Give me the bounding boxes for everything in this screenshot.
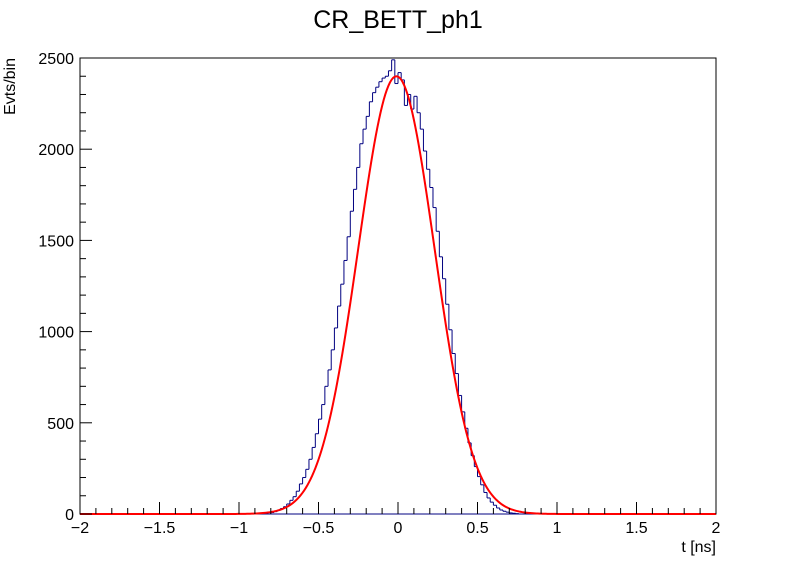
- x-tick-label: −0.5: [303, 520, 335, 537]
- gaussian-fit-curve: [80, 75, 716, 515]
- x-tick-label: 2: [712, 520, 721, 537]
- x-axis-label: t [ns]: [681, 539, 716, 556]
- y-tick-label: 2500: [38, 51, 74, 68]
- y-axis-label: Evts/bin: [2, 58, 19, 115]
- y-tick-label: 2000: [38, 142, 74, 159]
- y-tick-label: 1000: [38, 325, 74, 342]
- gaussian-fit-series: [80, 75, 716, 515]
- y-tick-label: 500: [47, 416, 74, 433]
- y-tick-label: 0: [65, 507, 74, 524]
- y-tick-label: 1500: [38, 233, 74, 250]
- x-tick-label: 1: [553, 520, 562, 537]
- x-tick-label: 1.5: [625, 520, 647, 537]
- x-tick-label: −2: [71, 520, 89, 537]
- chart-title: CR_BETT_ph1: [313, 6, 483, 34]
- y-axis: 0 500 1000 1500 2000 2500: [38, 51, 92, 524]
- x-tick-label: −1: [230, 520, 248, 537]
- x-tick-label: −1.5: [144, 520, 176, 537]
- x-tick-label: 0: [394, 520, 403, 537]
- x-axis: −2 −1.5 −1 −0.5 0 0.5 1 1.5 2: [71, 502, 721, 537]
- x-tick-label: 0.5: [466, 520, 488, 537]
